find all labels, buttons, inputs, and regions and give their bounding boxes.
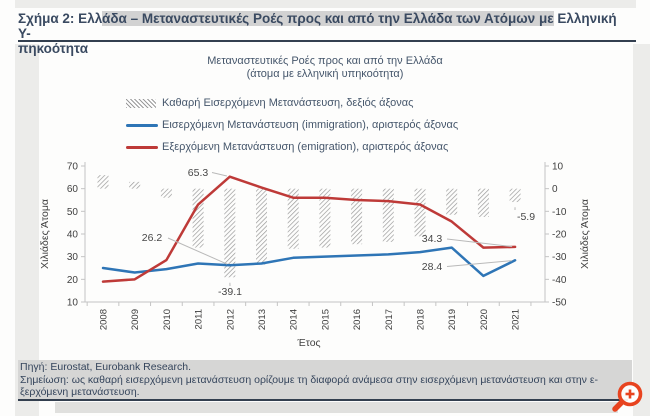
chart-title-line1: Μεταναστευτικές Ροές προς και από την Ελ… bbox=[207, 55, 443, 67]
source-note: Πηγή: Eurostat, Eurobank Research. bbox=[20, 361, 192, 373]
footer-notes: Πηγή: Eurostat, Eurobank Research. Σημεί… bbox=[20, 361, 628, 399]
page-margin-strip-top bbox=[15, 0, 636, 8]
svg-text:40: 40 bbox=[67, 230, 79, 241]
red-line-swatch-icon bbox=[126, 145, 158, 149]
svg-text:2008: 2008 bbox=[99, 309, 110, 330]
legend-item-immigration: Εισερχόμενη Μετανάστευση (immigration), … bbox=[126, 114, 458, 136]
hatch-swatch-icon bbox=[126, 98, 156, 108]
svg-text:-30: -30 bbox=[552, 252, 567, 263]
title-divider bbox=[18, 40, 636, 42]
svg-text:-10: -10 bbox=[552, 207, 567, 218]
svg-text:-40: -40 bbox=[552, 275, 567, 286]
page-margin-strip-left bbox=[15, 44, 39, 416]
svg-text:60: 60 bbox=[67, 184, 79, 195]
figure-title: Σχήμα 2: Ελλάδα – Μεταναστευτικές Ροές π… bbox=[18, 11, 630, 56]
svg-text:2020: 2020 bbox=[479, 309, 490, 330]
page-margin-strip-bottom bbox=[55, 402, 618, 413]
annotation-28.4: 28.4 bbox=[422, 261, 443, 273]
annotation--5.9: -5.9 bbox=[517, 211, 535, 223]
figure-title-highlighted: άδα – Μεταναστευτικές Ροές προς και από … bbox=[102, 11, 554, 26]
svg-text:Χιλιάδες Άτομα: Χιλιάδες Άτομα bbox=[579, 199, 591, 269]
note-line3: ξερχόμενη μετανάστευση. bbox=[20, 386, 140, 399]
svg-text:2016: 2016 bbox=[352, 309, 363, 330]
svg-text:2014: 2014 bbox=[289, 309, 300, 330]
bottom-divider bbox=[18, 399, 628, 401]
svg-text:10: 10 bbox=[67, 298, 79, 309]
zoom-in-icon[interactable] bbox=[608, 377, 648, 415]
figure-title-plain-end: Ελληνική Υ- bbox=[18, 11, 617, 41]
annotation-34.3: 34.3 bbox=[422, 233, 443, 245]
svg-text:10: 10 bbox=[552, 162, 564, 173]
svg-text:Έτος: Έτος bbox=[296, 337, 320, 349]
annotation--39.1: -39.1 bbox=[218, 286, 242, 298]
magnifier-handle bbox=[612, 400, 624, 412]
figure-title-line2: πηκοότητα bbox=[18, 41, 88, 56]
legend-label-emigration: Εξερχόμενη Μετανάστευση (emigration), αρ… bbox=[162, 141, 449, 153]
svg-text:2015: 2015 bbox=[320, 309, 331, 330]
svg-text:2011: 2011 bbox=[194, 309, 205, 329]
svg-text:2017: 2017 bbox=[384, 309, 395, 330]
svg-text:0: 0 bbox=[552, 184, 558, 195]
annotation-26.2: 26.2 bbox=[142, 232, 163, 244]
footer-highlight bbox=[18, 360, 632, 399]
chart-title-line2: (άτομα με ελληνική υπηκοότητα) bbox=[246, 68, 404, 80]
blue-line-swatch-icon bbox=[126, 123, 158, 127]
svg-text:2010: 2010 bbox=[162, 309, 173, 330]
legend-label-immigration: Εισερχόμενη Μετανάστευση (immigration), … bbox=[162, 119, 459, 131]
svg-text:20: 20 bbox=[67, 275, 79, 286]
figure-title-plain: Σχήμα 2: Ελλ bbox=[18, 11, 103, 26]
svg-text:2013: 2013 bbox=[257, 309, 268, 330]
legend-item-net: Καθαρή Εισερχόμενη Μετανάστευση, δεξιός … bbox=[126, 92, 458, 114]
svg-text:2019: 2019 bbox=[447, 309, 458, 330]
immigration-line bbox=[101, 246, 517, 278]
annotation-65.3: 65.3 bbox=[188, 167, 209, 179]
svg-text:30: 30 bbox=[67, 252, 79, 263]
svg-text:2009: 2009 bbox=[130, 309, 141, 330]
svg-text:-50: -50 bbox=[552, 298, 567, 309]
svg-text:-20: -20 bbox=[552, 230, 567, 241]
page-margin-strip-right bbox=[633, 44, 650, 416]
svg-text:50: 50 bbox=[67, 207, 79, 218]
svg-text:2012: 2012 bbox=[225, 309, 236, 330]
legend-label-net: Καθαρή Εισερχόμενη Μετανάστευση, δεξιός … bbox=[162, 97, 414, 109]
plot-area: 70 60 50 40 30 20 10 10 0 -10 -20 -30 -40 -50 2008 2009… bbox=[39, 158, 615, 358]
svg-text:2018: 2018 bbox=[416, 309, 427, 330]
note-line2: Σημείωση: ως καθαρή εισερχόμενη μετανάστ… bbox=[20, 373, 599, 386]
svg-text:Χιλιάδες Άτομα: Χιλιάδες Άτομα bbox=[40, 199, 51, 269]
emigration-line bbox=[101, 175, 517, 283]
svg-text:2021: 2021 bbox=[511, 309, 522, 330]
legend-item-emigration: Εξερχόμενη Μετανάστευση (emigration), αρ… bbox=[126, 136, 458, 158]
net-immigration-bars bbox=[97, 175, 521, 278]
svg-text:70: 70 bbox=[67, 162, 79, 173]
chart-legend: Καθαρή Εισερχόμενη Μετανάστευση, δεξιός … bbox=[126, 92, 458, 158]
